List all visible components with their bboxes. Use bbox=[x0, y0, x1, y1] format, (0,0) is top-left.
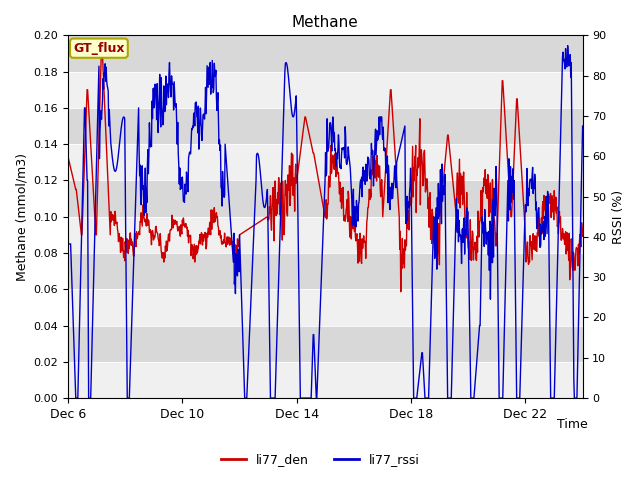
Text: GT_flux: GT_flux bbox=[73, 42, 125, 55]
X-axis label: Time: Time bbox=[557, 418, 588, 431]
Legend: li77_den, li77_rssi: li77_den, li77_rssi bbox=[216, 448, 424, 471]
Bar bbox=[68, 144, 582, 180]
Bar bbox=[68, 72, 582, 108]
Y-axis label: Methane (mmol/m3): Methane (mmol/m3) bbox=[15, 153, 28, 281]
Bar bbox=[68, 362, 582, 398]
Bar bbox=[68, 216, 582, 253]
Bar bbox=[68, 108, 582, 144]
Bar bbox=[68, 325, 582, 362]
Title: Methane: Methane bbox=[292, 15, 358, 30]
Bar bbox=[68, 180, 582, 216]
Bar bbox=[68, 36, 582, 72]
Bar bbox=[68, 289, 582, 325]
Y-axis label: RSSI (%): RSSI (%) bbox=[612, 190, 625, 244]
Bar bbox=[68, 253, 582, 289]
